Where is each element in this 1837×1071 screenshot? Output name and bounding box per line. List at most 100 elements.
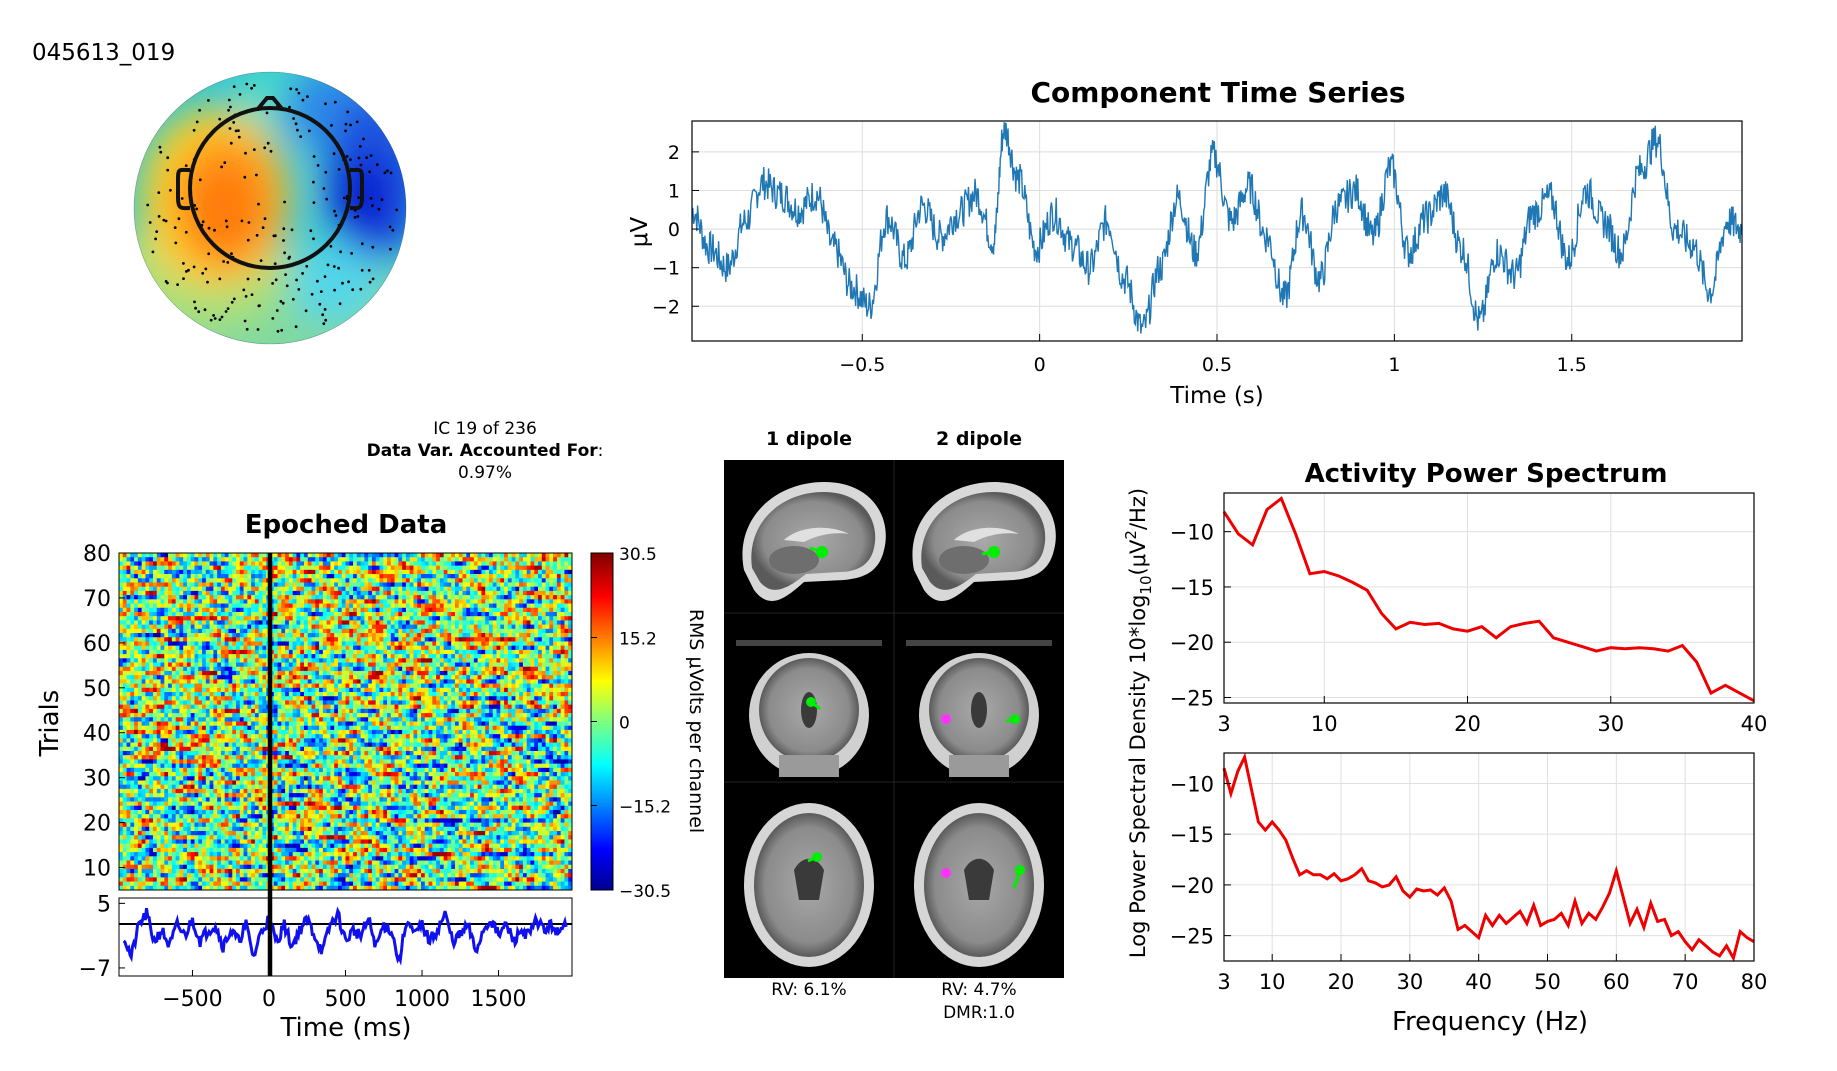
heatmap-cell xyxy=(398,666,403,672)
heatmap-cell xyxy=(285,704,290,710)
heatmap-cell xyxy=(439,628,445,634)
heatmap-cell xyxy=(477,679,482,684)
heatmap-cell xyxy=(322,704,328,710)
heatmap-cell xyxy=(122,561,127,567)
heatmap-cell xyxy=(262,717,267,722)
heatmap-cell xyxy=(451,595,456,600)
heatmap-cell xyxy=(436,662,441,668)
heatmap-cell xyxy=(183,708,188,714)
heatmap-cell xyxy=(190,708,195,714)
heatmap-cell xyxy=(213,569,218,575)
heatmap-cell xyxy=(470,607,475,613)
heatmap-cell xyxy=(247,670,252,676)
heatmap-cell xyxy=(311,574,316,579)
heatmap-cell xyxy=(315,708,320,714)
heatmap-cell xyxy=(553,586,558,592)
heatmap-cell xyxy=(398,683,403,689)
heatmap-cell xyxy=(205,561,210,567)
heatmap-cell xyxy=(356,586,361,592)
heatmap-cell xyxy=(454,654,460,659)
heatmap-cell xyxy=(473,649,479,655)
heatmap-cell xyxy=(247,708,252,714)
heatmap-cell xyxy=(254,578,260,583)
heatmap-cell xyxy=(168,713,173,718)
heatmap-cell xyxy=(296,654,301,659)
heatmap-cell xyxy=(507,679,512,684)
heatmap-cell xyxy=(564,708,569,714)
heatmap-cell xyxy=(213,628,218,634)
heatmap-cell xyxy=(556,595,562,600)
heatmap-cell xyxy=(485,590,490,596)
heatmap-cell xyxy=(126,599,131,604)
heatmap-cell xyxy=(228,565,233,571)
heatmap-cell xyxy=(368,569,373,575)
heatmap-cell xyxy=(152,569,158,575)
heatmap-cell xyxy=(368,565,373,571)
heatmap-cell xyxy=(481,553,486,558)
heatmap-cell xyxy=(137,607,143,613)
heatmap-cell xyxy=(473,645,479,651)
heatmap-cell xyxy=(209,616,214,621)
heatmap-cell xyxy=(504,586,509,592)
heatmap-cell xyxy=(337,633,343,638)
heatmap-cell xyxy=(281,696,286,701)
heatmap-cell xyxy=(349,700,354,706)
heatmap-cell xyxy=(322,708,328,714)
heatmap-cell xyxy=(462,582,467,588)
heatmap-cell xyxy=(353,595,358,600)
heatmap-cell xyxy=(353,675,358,680)
heatmap-cell xyxy=(247,603,252,609)
heatmap-cell xyxy=(522,645,528,651)
heatmap-cell xyxy=(183,633,188,638)
heatmap-cell xyxy=(239,641,244,647)
heatmap-cell xyxy=(541,624,546,630)
heatmap-cell xyxy=(405,641,411,647)
heatmap-cell xyxy=(307,595,312,600)
heatmap-cell xyxy=(447,586,452,592)
heatmap-cell xyxy=(417,616,422,621)
heatmap-cell xyxy=(198,687,203,693)
heatmap-cell xyxy=(504,679,509,684)
heatmap-cell xyxy=(368,658,373,663)
heatmap-cell xyxy=(409,553,414,558)
heatmap-cell xyxy=(394,607,399,613)
heatmap-cell xyxy=(322,700,328,706)
heatmap-cell xyxy=(134,649,139,655)
electrode-dot xyxy=(380,198,384,202)
heatmap-cell xyxy=(228,696,233,701)
heatmap-cell xyxy=(368,683,373,689)
heatmap-cell xyxy=(356,620,361,626)
heatmap-cell xyxy=(556,679,562,684)
heatmap-cell xyxy=(277,561,282,567)
heatmap-cell xyxy=(541,599,546,604)
heatmap-cell xyxy=(183,553,188,558)
heatmap-cell xyxy=(488,603,494,609)
heatmap-cell xyxy=(292,662,297,668)
heatmap-cell xyxy=(141,666,146,672)
heatmap-cell xyxy=(330,603,335,609)
heatmap-cell xyxy=(405,607,411,613)
heatmap-cell xyxy=(213,611,218,617)
heatmap-cell xyxy=(522,586,528,592)
heatmap-cell xyxy=(458,574,463,579)
heatmap-cell xyxy=(330,590,335,596)
heatmap-cell xyxy=(160,687,165,693)
heatmap-cell xyxy=(458,700,463,706)
heatmap-cell xyxy=(511,574,516,579)
heatmap-cell xyxy=(236,675,241,680)
heatmap-cell xyxy=(349,696,354,701)
heatmap-cell xyxy=(186,649,192,655)
heatmap-cell xyxy=(451,553,456,558)
heatmap-cell xyxy=(141,590,146,596)
heatmap-cell xyxy=(383,683,388,689)
electrode-dot xyxy=(194,306,197,310)
electrode-dot xyxy=(332,265,336,268)
heatmap-cell xyxy=(292,696,297,701)
heatmap-cell xyxy=(232,692,237,697)
heatmap-cell xyxy=(432,633,437,638)
heatmap-cell xyxy=(368,620,373,626)
heatmap-cell xyxy=(168,700,173,706)
heatmap-cell xyxy=(424,670,429,676)
heatmap-cell xyxy=(371,641,377,647)
heatmap-cell xyxy=(303,578,309,583)
